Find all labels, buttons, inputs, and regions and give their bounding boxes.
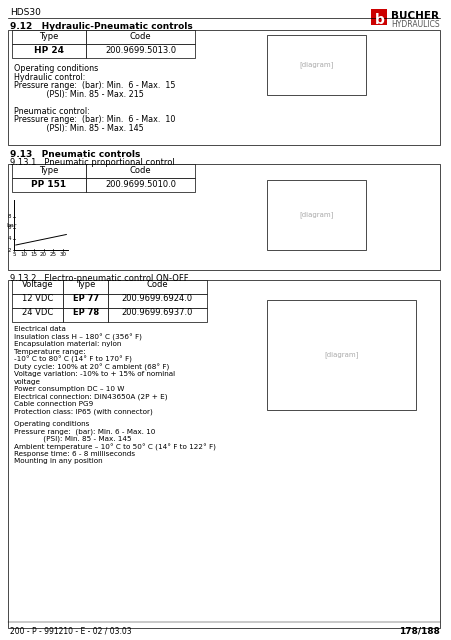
Bar	[86, 44, 195, 58]
Bar	[63, 294, 108, 308]
Text: Voltage variation: -10% to + 15% of nominal: Voltage variation: -10% to + 15% of nomi…	[14, 371, 175, 377]
Text: Type: Type	[39, 32, 58, 41]
Text: 178/188: 178/188	[398, 626, 439, 635]
Text: [diagram]: [diagram]	[324, 351, 358, 358]
Bar	[8, 30, 439, 145]
Text: 10: 10	[20, 252, 27, 257]
Text: Type: Type	[39, 166, 58, 175]
Text: Pneumatic control:: Pneumatic control:	[14, 106, 89, 115]
Text: EP 77: EP 77	[73, 294, 98, 303]
Text: Temperature range:: Temperature range:	[14, 349, 85, 355]
Text: 15: 15	[30, 252, 37, 257]
Bar	[63, 308, 108, 322]
Text: voltage: voltage	[14, 378, 41, 385]
Bar	[86, 178, 195, 192]
Text: 9.13   Pneumatic controls: 9.13 Pneumatic controls	[10, 150, 140, 159]
Text: 200.9699.6924.0: 200.9699.6924.0	[122, 294, 193, 303]
Bar	[108, 308, 207, 322]
Text: Type: Type	[76, 280, 95, 289]
Text: 9.13.1   Pneumatic proportional control: 9.13.1 Pneumatic proportional control	[10, 158, 174, 167]
Text: Insulation class H – 180° C (356° F): Insulation class H – 180° C (356° F)	[14, 333, 142, 340]
Bar	[267, 35, 366, 95]
Bar	[108, 294, 207, 308]
Text: 200.9699.5010.0: 200.9699.5010.0	[105, 180, 176, 189]
Text: 12 VDC: 12 VDC	[22, 294, 53, 303]
Text: 2: 2	[7, 248, 11, 253]
Text: (PSI): Min. 85 - Max. 215: (PSI): Min. 85 - Max. 215	[14, 90, 143, 99]
Bar	[12, 294, 63, 308]
Text: 200.9699.6937.0: 200.9699.6937.0	[121, 308, 193, 317]
Text: (PSI): Min. 85 - Max. 145: (PSI): Min. 85 - Max. 145	[14, 436, 131, 442]
Text: BUCHER: BUCHER	[390, 11, 438, 21]
Text: Pressure range:  (bar): Min.  6 - Max.  15: Pressure range: (bar): Min. 6 - Max. 15	[14, 81, 175, 90]
Text: 9.12   Hydraulic-Pneumatic controls: 9.12 Hydraulic-Pneumatic controls	[10, 22, 192, 31]
Text: bar: bar	[6, 223, 16, 227]
Text: HYDRAULICS: HYDRAULICS	[390, 20, 439, 29]
Bar	[8, 280, 439, 628]
Text: Power consumption DC – 10 W: Power consumption DC – 10 W	[14, 386, 124, 392]
Bar	[267, 300, 415, 410]
Text: 30: 30	[60, 252, 67, 257]
Text: 20: 20	[40, 252, 47, 257]
Text: 8: 8	[7, 214, 11, 219]
Bar	[12, 280, 63, 294]
Text: Pressure range:  (bar): Min.  6 - Max.  10: Pressure range: (bar): Min. 6 - Max. 10	[14, 115, 175, 124]
Text: Operating conditions: Operating conditions	[14, 421, 89, 427]
Bar	[86, 30, 195, 44]
Text: PP 151: PP 151	[31, 180, 66, 189]
Text: 200.9699.5013.0: 200.9699.5013.0	[105, 46, 176, 55]
Bar	[267, 180, 366, 250]
Text: Cable connection PG9: Cable connection PG9	[14, 401, 93, 407]
Text: Code: Code	[146, 280, 168, 289]
Text: Pressure range:  (bar): Min. 6 - Max. 10: Pressure range: (bar): Min. 6 - Max. 10	[14, 429, 155, 435]
Text: b: b	[374, 13, 384, 27]
Text: Code: Code	[129, 166, 151, 175]
Text: Electrical connection: DIN43650A (2P + E): Electrical connection: DIN43650A (2P + E…	[14, 394, 167, 400]
Text: Mounting in any position: Mounting in any position	[14, 458, 102, 465]
Text: Electrical data: Electrical data	[14, 326, 65, 332]
Text: Operating conditions: Operating conditions	[14, 64, 98, 73]
Text: EP 78: EP 78	[73, 308, 98, 317]
Text: 200 - P - 991210 - E - 02 / 03.03: 200 - P - 991210 - E - 02 / 03.03	[10, 626, 131, 635]
Text: Encapsulation material: nylon: Encapsulation material: nylon	[14, 341, 121, 347]
Bar	[12, 30, 86, 44]
Text: [diagram]: [diagram]	[299, 212, 333, 218]
Text: 6: 6	[7, 225, 11, 230]
Text: 9.13.2   Electro-pneumatic control ON-OFF: 9.13.2 Electro-pneumatic control ON-OFF	[10, 274, 188, 283]
Text: [diagram]: [diagram]	[299, 61, 333, 68]
Bar	[86, 164, 195, 178]
Bar	[12, 178, 86, 192]
Bar	[63, 280, 108, 294]
Text: Ambient temperature – 10° C to 50° C (14° F to 122° F): Ambient temperature – 10° C to 50° C (14…	[14, 444, 215, 451]
Text: Hydraulic control:: Hydraulic control:	[14, 72, 85, 81]
Text: 24 VDC: 24 VDC	[22, 308, 53, 317]
Text: Code: Code	[129, 32, 151, 41]
Text: 5: 5	[12, 252, 16, 257]
Bar	[108, 280, 207, 294]
Text: -10° C to 80° C (14° F to 170° F): -10° C to 80° C (14° F to 170° F)	[14, 356, 131, 364]
Bar	[12, 308, 63, 322]
Bar	[8, 164, 439, 270]
Text: Response time: 6 - 8 milliseconds: Response time: 6 - 8 milliseconds	[14, 451, 135, 457]
Bar	[370, 9, 387, 25]
Text: Protection class: IP65 (with connector): Protection class: IP65 (with connector)	[14, 408, 152, 415]
Text: HDS30: HDS30	[10, 8, 41, 17]
Text: HP 24: HP 24	[33, 46, 64, 55]
Text: 4: 4	[7, 236, 11, 241]
Text: Voltage: Voltage	[22, 280, 53, 289]
Text: 25: 25	[50, 252, 57, 257]
Bar	[12, 164, 86, 178]
Text: (PSI): Min. 85 - Max. 145: (PSI): Min. 85 - Max. 145	[14, 124, 143, 132]
Bar	[12, 44, 86, 58]
Text: Duty cycle: 100% at 20° C ambient (68° F): Duty cycle: 100% at 20° C ambient (68° F…	[14, 364, 169, 371]
